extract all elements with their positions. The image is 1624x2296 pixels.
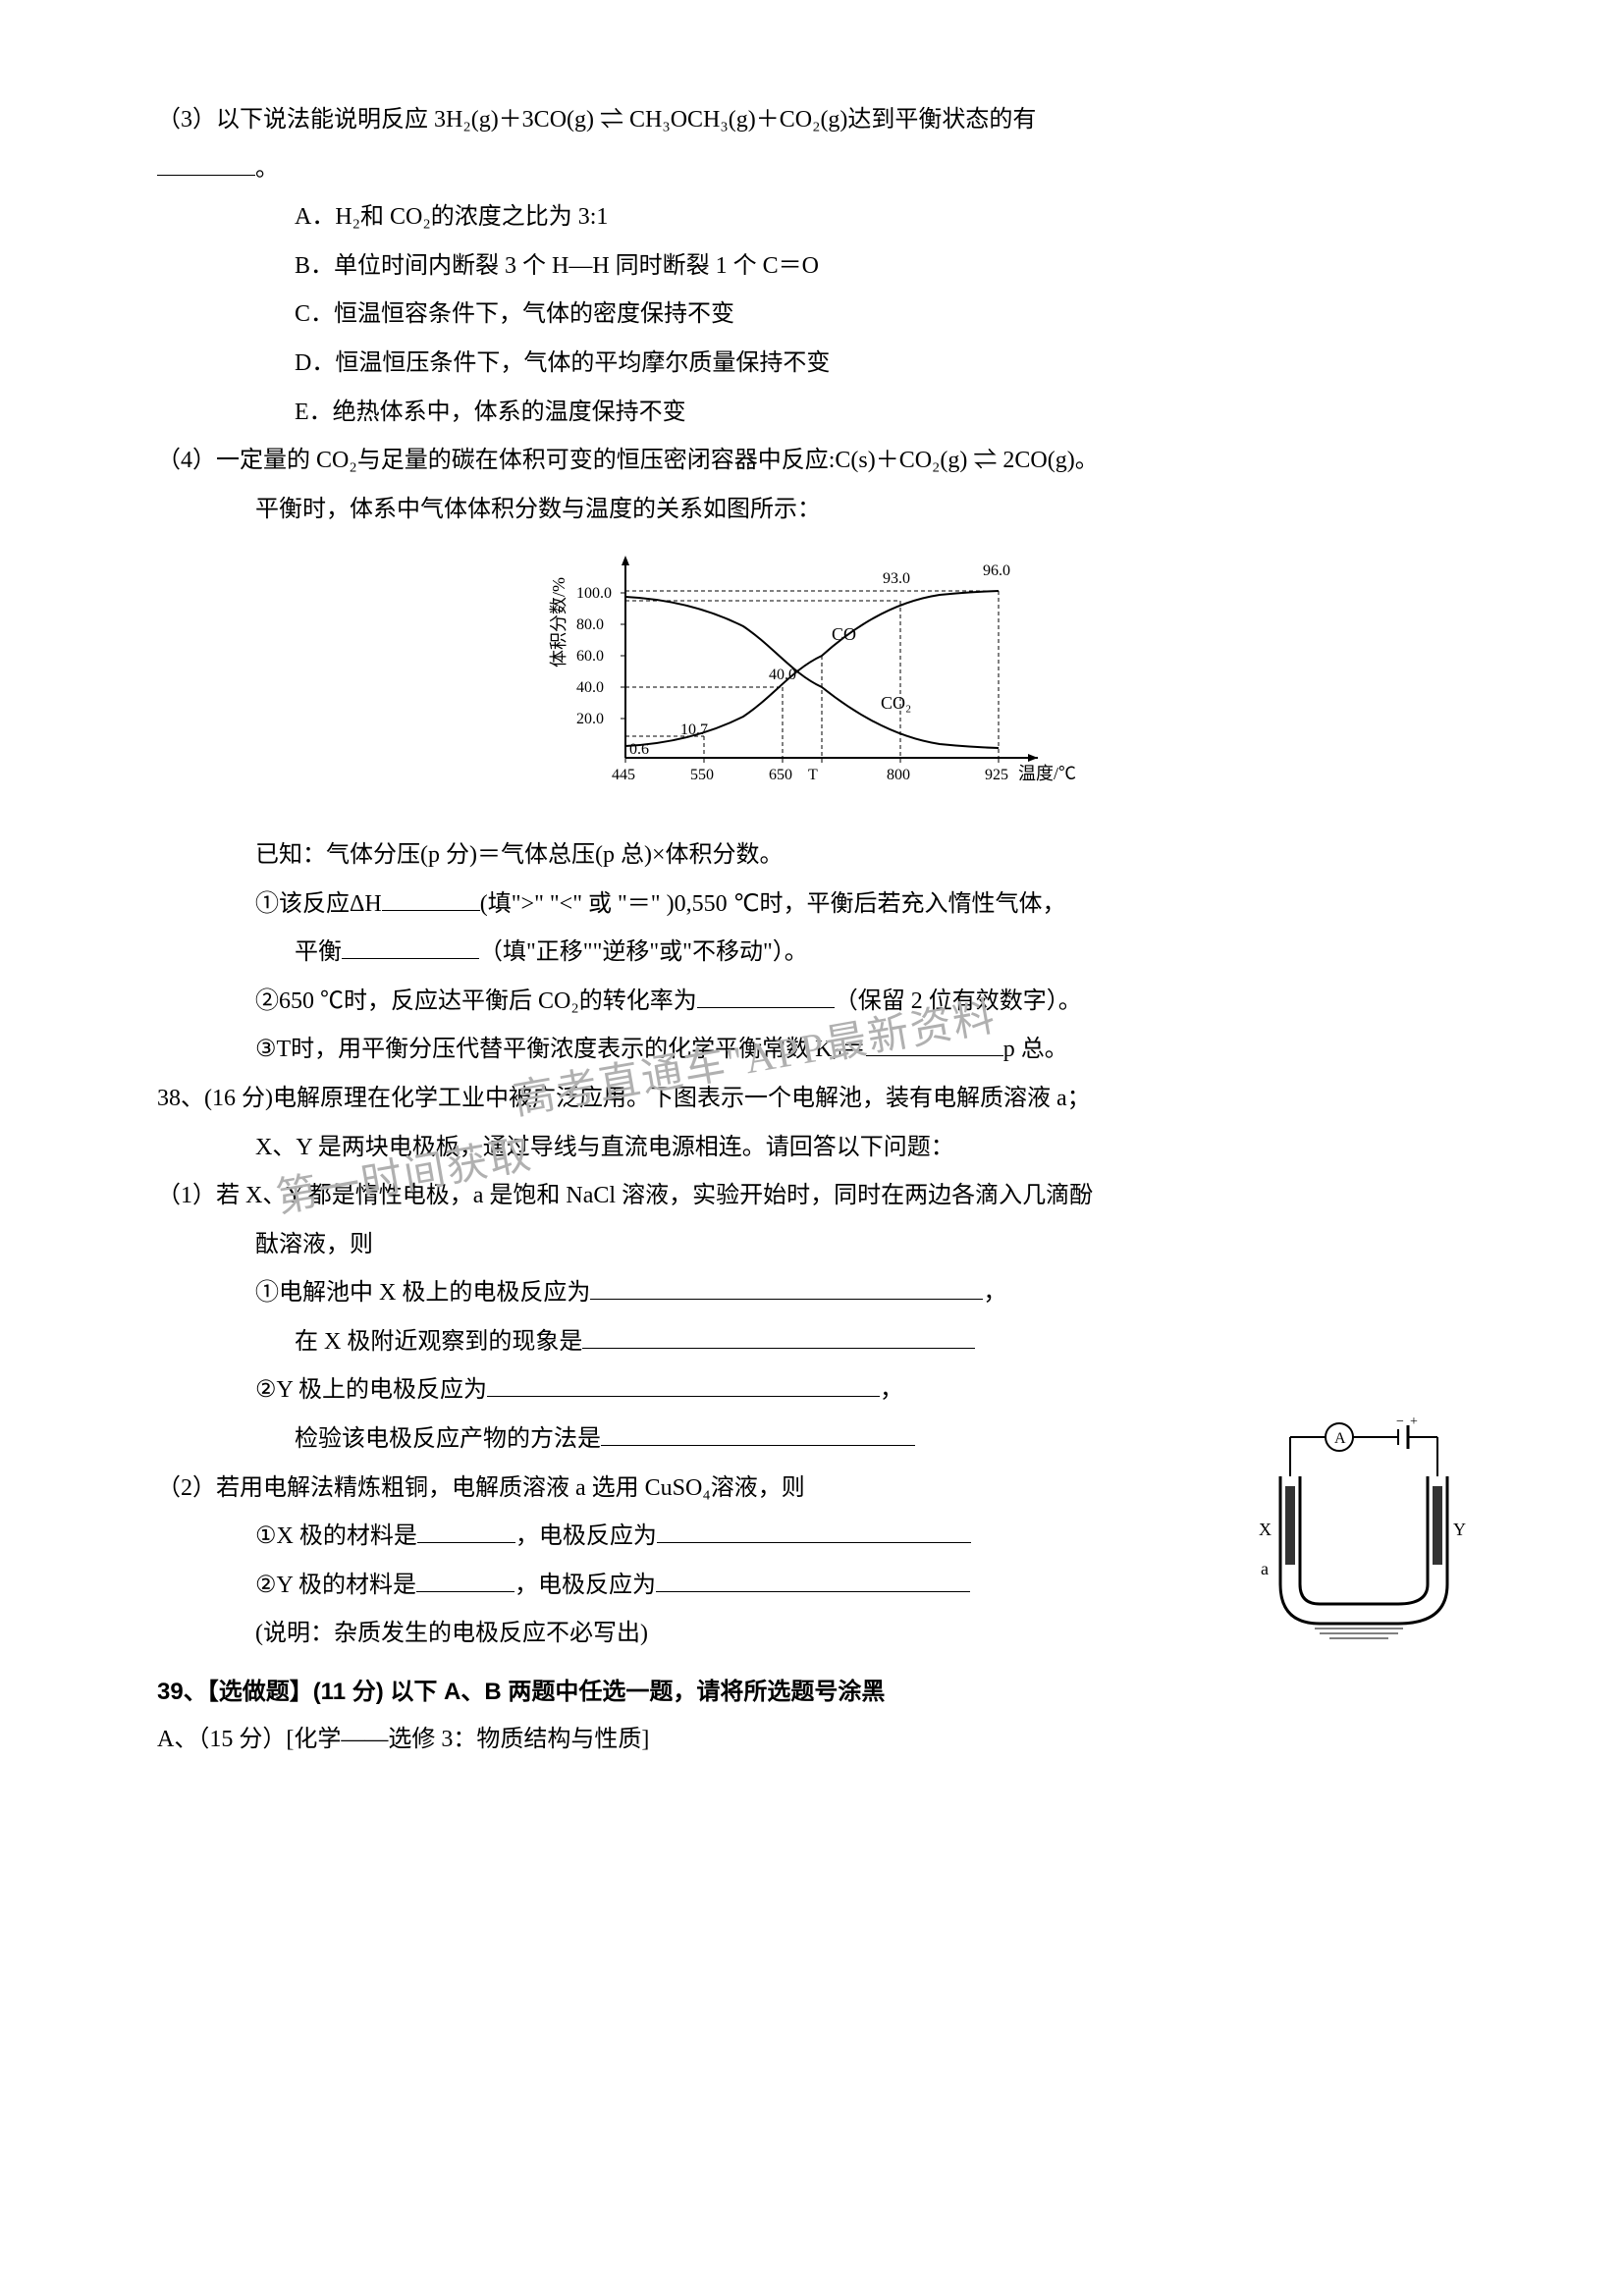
svg-text:550: 550: [690, 767, 714, 783]
q38-s21a-txt: ①X 极的材料是: [255, 1523, 417, 1549]
q4-line2: 平衡时，体系中气体体积分数与温度的关系如图所示：: [157, 488, 1467, 533]
q38-s2a-comma: ，: [880, 1377, 903, 1403]
q4-sub2b: （保留 2 位有效数字）。: [835, 988, 1082, 1014]
svg-text:60.0: 60.0: [576, 648, 604, 665]
chart-a2: 10.7: [680, 721, 708, 738]
svg-text:+: +: [1410, 1417, 1418, 1429]
svg-text:T: T: [808, 767, 818, 783]
q4-sub3a: ③T时，用平衡分压代替平衡浓度表示的化学平衡常数 Kₚ＝: [255, 1037, 866, 1062]
svg-text:100.0: 100.0: [576, 585, 612, 602]
q4-sub3: ③T时，用平衡分压代替平衡浓度表示的化学平衡常数 Kₚ＝ p 总。: [157, 1028, 1467, 1073]
svg-text:Y: Y: [1453, 1520, 1466, 1539]
q4-sub1d: （填"正移""逆移"或"不移动"）。: [479, 939, 808, 965]
svg-text:925: 925: [985, 767, 1008, 783]
svg-text:800: 800: [887, 767, 910, 783]
q4-known: 已知：气体分压(p 分)＝气体总压(p 总)×体积分数。: [157, 833, 1467, 879]
volume-fraction-chart: 20.0 40.0 60.0 80.0 100.0 445 550 650 T 800 925 C…: [547, 542, 1077, 797]
q4-sub1a: ①该反应ΔH: [255, 891, 382, 917]
q38-line2: X、Y 是两块电极板，通过导线与直流电源相连。请回答以下问题：: [157, 1126, 1467, 1171]
svg-text:A: A: [1334, 1430, 1346, 1447]
q3-optA: A．H₂和 CO₂的浓度之比为 3:1: [157, 195, 1467, 240]
q4-stem: （4）一定量的 CO₂与足量的碳在体积可变的恒压密闭容器中反应:C(s)＋CO₂…: [157, 439, 1467, 484]
q4-sub3b: p 总。: [1003, 1037, 1068, 1062]
q4-sub1c: 平衡: [295, 939, 342, 965]
q3-stem: （3）以下说法能说明反应 3H₂(g)＋3CO(g) ⇌ CH₃OCH₃(g)＋…: [157, 98, 1467, 143]
chart-a5: 96.0: [983, 562, 1010, 579]
svg-text:20.0: 20.0: [576, 711, 604, 727]
q3-optC: C．恒温恒容条件下，气体的密度保持不变: [157, 293, 1467, 338]
q38-s1a-txt: ①电解池中 X 极上的电极反应为: [255, 1280, 590, 1306]
q3-optD: D．恒温恒压条件下，气体的平均摩尔质量保持不变: [157, 342, 1467, 387]
svg-text:a: a: [1261, 1559, 1269, 1578]
chart-a4: 93.0: [883, 570, 910, 587]
svg-text:−: −: [1396, 1417, 1404, 1429]
svg-text:X: X: [1259, 1520, 1272, 1539]
q38-p1: （1）若 X、Y 都是惰性电极，a 是饱和 NaCl 溶液，实验开始时，同时在两…: [157, 1174, 1467, 1219]
chart-xlabel: 温度/℃: [1018, 764, 1076, 783]
svg-text:40.0: 40.0: [576, 679, 604, 696]
q38-s1a: ①电解池中 X 极上的电极反应为 ，: [157, 1271, 1467, 1316]
q38-s21b-txt: ，电极反应为: [515, 1523, 657, 1549]
q38-s2a: ②Y 极上的电极反应为 ，: [157, 1368, 1467, 1414]
q38-head: 38、(16 分)电解原理在化学工业中被广泛应用。下图表示一个电解池，装有电解质…: [157, 1077, 1467, 1122]
q4-sub1-cont: 平衡 （填"正移""逆移"或"不移动"）。: [157, 931, 1467, 976]
chart-container: 20.0 40.0 60.0 80.0 100.0 445 550 650 T 800 925 C…: [157, 542, 1467, 814]
q39-a: A、（15 分）[化学——选修 3：物质结构与性质]: [157, 1718, 1467, 1763]
q38-s2b-txt: 检验该电极反应产物的方法是: [295, 1426, 601, 1452]
chart-a3: 40.0: [769, 667, 796, 683]
chart-co-label: CO: [832, 624, 856, 644]
svg-text:80.0: 80.0: [576, 616, 604, 633]
q3-blank-line: 。: [157, 147, 1467, 192]
chart-a1: 0.6: [629, 741, 649, 758]
chart-co2-label: CO₂: [881, 693, 911, 713]
svg-text:650: 650: [769, 767, 792, 783]
q4-sub1b: (填">" "<" 或 "＝" )0,550 ℃时，平衡后若充入惰性气体，: [480, 891, 1066, 917]
q38-p1b: 酞溶液，则: [157, 1223, 1467, 1268]
q38-s1b-txt: 在 X 极附近观察到的现象是: [295, 1329, 582, 1355]
q4-sub1: ①该反应ΔH (填">" "<" 或 "＝" )0,550 ℃时，平衡后若充入惰性…: [157, 882, 1467, 928]
q38-s1a-comma: ，: [983, 1280, 1006, 1306]
q38-s22b-txt: ，电极反应为: [514, 1573, 656, 1598]
q38-s1b: 在 X 极附近观察到的现象是: [157, 1320, 1467, 1365]
svg-text:445: 445: [612, 767, 635, 783]
q4-sub2: ②650 ℃时，反应达平衡后 CO₂的转化率为 （保留 2 位有效数字）。: [157, 980, 1467, 1025]
q3-optE: E．绝热体系中，体系的温度保持不变: [157, 391, 1467, 436]
q38-s22a-txt: ②Y 极的材料是: [255, 1573, 416, 1598]
electrolysis-cell-diagram: A − + X Y a: [1251, 1417, 1467, 1660]
chart-ylabel: 体积分数/%: [549, 577, 568, 667]
q39-head: 39、【选做题】(11 分) 以下 A、B 两题中任选一题，请将所选题号涂黑: [157, 1670, 1467, 1715]
q4-sub2a: ②650 ℃时，反应达平衡后 CO₂的转化率为: [255, 988, 697, 1014]
q3-optB: B．单位时间内断裂 3 个 H—H 同时断裂 1 个 C＝O: [157, 244, 1467, 290]
q38-s2a-txt: ②Y 极上的电极反应为: [255, 1377, 487, 1403]
